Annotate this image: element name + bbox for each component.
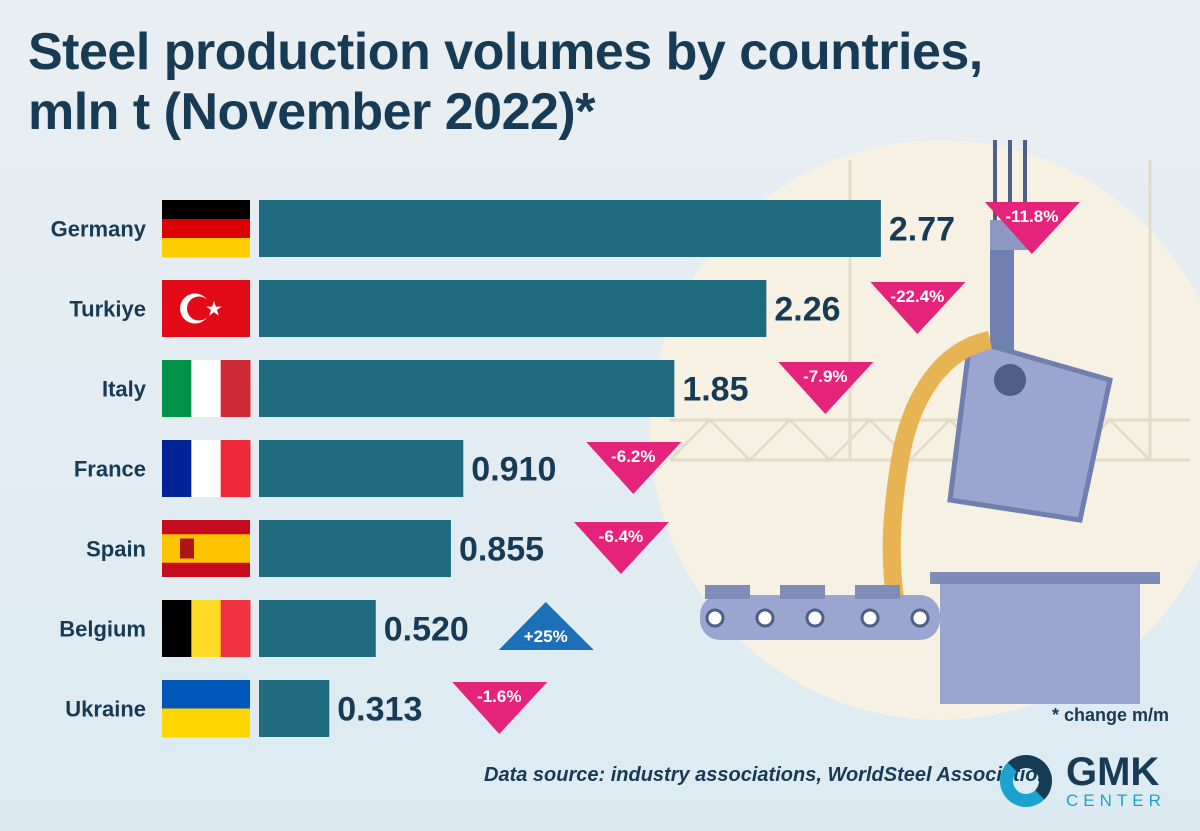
germany-flag xyxy=(162,200,250,258)
spain-flag xyxy=(162,520,250,577)
country-label: Germany xyxy=(51,217,147,242)
bar-row-ukraine: Ukraine 0.313 -1.6% xyxy=(65,680,548,738)
country-label: Belgium xyxy=(59,617,146,642)
italy-flag xyxy=(162,360,251,417)
change-label: -1.6% xyxy=(477,687,521,706)
title-line-1: Steel production volumes by countries, xyxy=(28,23,983,81)
change-label: -7.9% xyxy=(803,367,847,386)
bar xyxy=(259,600,376,657)
country-label: Ukraine xyxy=(65,697,146,722)
title-line-2: mln t (November 2022)* xyxy=(28,83,595,141)
country-label: Spain xyxy=(86,537,146,562)
svg-text:★: ★ xyxy=(205,299,223,321)
bar xyxy=(259,360,675,417)
belgium-flag xyxy=(162,600,251,657)
bar xyxy=(259,280,767,337)
change-note: * change m/m xyxy=(1052,705,1170,725)
change-label: +25% xyxy=(524,627,568,646)
france-flag xyxy=(162,440,251,497)
value-label: 0.520 xyxy=(384,611,469,649)
bar-row-spain: Spain 0.855 -6.4% xyxy=(86,520,669,577)
decrease-badge xyxy=(586,442,682,494)
logo-ring-icon xyxy=(1000,754,1052,807)
value-label: 0.910 xyxy=(471,451,556,489)
bar xyxy=(259,200,881,257)
bar-row-france: France 0.910 -6.2% xyxy=(74,440,682,497)
value-label: 2.26 xyxy=(774,291,840,329)
chart-title: Steel production volumes by countries, ml… xyxy=(28,22,983,142)
change-label: -22.4% xyxy=(890,287,944,306)
bar xyxy=(259,520,451,577)
decrease-badge xyxy=(870,282,966,334)
logo-main: GMK xyxy=(1066,750,1160,794)
bar xyxy=(259,440,464,497)
increase-badge xyxy=(498,602,594,650)
change-label: -6.2% xyxy=(611,447,655,466)
decrease-badge xyxy=(984,202,1080,254)
value-label: 0.855 xyxy=(459,531,544,569)
gmk-center-logo: GMK CENTER xyxy=(1000,752,1166,809)
steel-ladle-illustration xyxy=(650,140,1200,720)
value-label: 2.77 xyxy=(889,211,955,249)
change-label: -11.8% xyxy=(1005,207,1058,226)
logo-sub: CENTER xyxy=(1066,791,1166,810)
country-label: Italy xyxy=(102,377,147,402)
turkey-flag: ★ xyxy=(162,280,250,337)
bar xyxy=(259,680,330,737)
country-label: France xyxy=(74,457,146,482)
ukraine-flag xyxy=(162,680,250,738)
data-source: Data source: industry associations, Worl… xyxy=(484,764,1050,786)
bar-row-belgium: Belgium 0.520 +25% xyxy=(59,600,594,657)
decrease-badge xyxy=(778,362,874,414)
decrease-badge xyxy=(573,522,669,574)
decrease-badge xyxy=(452,682,548,734)
value-label: 1.85 xyxy=(682,371,748,409)
bar-row-germany: Germany 2.77 -11.8% xyxy=(51,200,1080,258)
bar-row-italy: Italy 1.85 -7.9% xyxy=(102,360,874,417)
country-label: Turkiye xyxy=(69,297,146,322)
value-label: 0.313 xyxy=(337,691,422,729)
bar-row-turkiye: Turkiye ★ 2.26 -22.4% xyxy=(69,280,966,337)
change-label: -6.4% xyxy=(599,527,643,546)
